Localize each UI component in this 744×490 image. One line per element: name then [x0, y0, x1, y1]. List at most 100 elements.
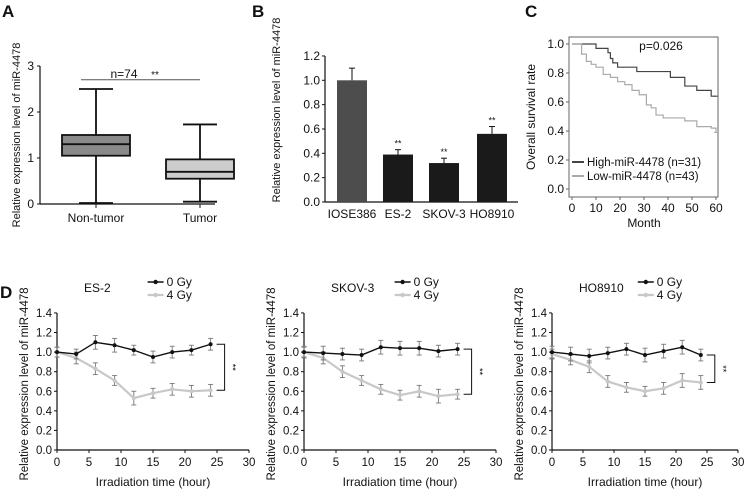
panel-label-b: B	[252, 2, 264, 21]
x-tick-label: 10	[115, 457, 128, 469]
legend-marker	[400, 292, 405, 298]
y-tick-label: 1.2	[303, 49, 320, 63]
legend-label: 4 Gy	[657, 288, 682, 302]
significance-stars: **	[488, 116, 496, 126]
x-tick-label: 30	[637, 201, 651, 215]
x-tick-label: 0	[54, 457, 60, 469]
y-tick-label: 0.2	[547, 153, 564, 167]
data-point	[605, 351, 610, 356]
x-tick-label: 10	[362, 457, 375, 469]
y-tick-label: 0.6	[303, 122, 320, 136]
x-tick-label: 25	[701, 457, 714, 469]
y-tick-label: 0.2	[36, 425, 52, 437]
y-tick-label: 0.0	[283, 445, 299, 457]
legend-label: 4 Gy	[167, 288, 192, 302]
data-point	[170, 387, 175, 392]
y-tick-label: 0	[27, 197, 34, 211]
y-tick-label: 1.4	[283, 308, 300, 320]
x-axis-label: Month	[627, 216, 660, 230]
legend-label: 4 Gy	[414, 288, 439, 302]
data-point	[624, 385, 629, 390]
y-axis-label: Relative expression level of miR-4478	[19, 287, 31, 480]
bar	[429, 163, 459, 202]
y-tick-label: 0.2	[531, 425, 547, 437]
legend-marker	[643, 279, 648, 285]
y-tick-label: 0.6	[531, 386, 547, 398]
data-point	[208, 342, 213, 347]
data-point	[131, 396, 136, 401]
data-point	[340, 369, 345, 374]
y-tick-label: 0.6	[36, 386, 52, 398]
legend-label: Low-miR-4478 (n=43)	[587, 171, 699, 183]
x-tick-label: 50	[685, 201, 699, 215]
data-point	[189, 389, 194, 394]
y-axis-label: Relative expression level of miR-4478	[514, 287, 526, 480]
x-axis-label: Irradiation time (hour)	[343, 475, 458, 489]
y-tick-label: 0.6	[547, 95, 564, 109]
y-tick-label: 0.4	[283, 406, 300, 418]
box	[61, 134, 131, 157]
y-axis-label: Relative expression level of miR-4478	[11, 43, 23, 228]
x-tick-label: 20	[426, 457, 439, 469]
y-tick-label: 1.0	[283, 347, 299, 359]
data-point	[698, 353, 703, 358]
x-axis-label: Irradiation time (hour)	[588, 475, 703, 489]
y-tick-label: 0.4	[36, 406, 53, 418]
x-tick-label: 20	[179, 457, 192, 469]
x-axis-label: Irradiation time (hour)	[96, 475, 211, 489]
data-point	[680, 345, 685, 350]
data-point	[436, 394, 441, 399]
y-axis-label: Overall survival rate	[524, 64, 538, 170]
data-point	[189, 348, 194, 353]
y-tick-label: 1.0	[303, 73, 320, 87]
panel-label-d: D	[0, 283, 12, 302]
data-point	[661, 386, 666, 391]
x-tick-label: 15	[147, 457, 160, 469]
legend-label: High-miR-4478 (n=31)	[587, 157, 701, 169]
significance-bracket	[216, 343, 226, 391]
x-tick-label: 20	[613, 201, 627, 215]
data-point	[587, 364, 592, 369]
significance-bracket	[706, 354, 716, 383]
n-annotation: n=74	[110, 67, 137, 81]
y-tick-label: 0.8	[36, 367, 52, 379]
legend-marker	[400, 279, 405, 285]
x-tick-label: ES-2	[385, 207, 412, 221]
y-tick-label: 0.8	[283, 367, 299, 379]
data-point	[208, 388, 213, 393]
x-tick-label: 5	[86, 457, 92, 469]
data-point	[302, 350, 306, 355]
significance-stars: **	[151, 70, 159, 81]
y-tick-label: 0.4	[303, 146, 320, 160]
p-value: p=0.026	[639, 39, 683, 53]
y-tick-label: 1	[27, 151, 34, 165]
y-tick-label: 2	[27, 105, 34, 119]
data-point	[321, 351, 326, 356]
data-point	[398, 393, 402, 398]
data-point	[550, 350, 554, 355]
data-point	[170, 350, 175, 355]
survival-curve	[572, 43, 717, 133]
significance-stars: **	[228, 364, 238, 372]
x-tick-label: 0	[569, 201, 576, 215]
significance-stars: **	[440, 147, 448, 157]
x-tick-label: SKOV-3	[422, 207, 466, 221]
data-point	[587, 354, 592, 359]
x-tick-label: 10	[589, 201, 603, 215]
x-tick-label: 5	[580, 457, 586, 469]
data-point	[55, 350, 59, 355]
data-point	[340, 352, 345, 357]
x-tick-label: 60	[709, 201, 723, 215]
data-point	[661, 349, 666, 354]
data-point	[112, 343, 117, 348]
bar	[477, 133, 507, 202]
y-tick-label: 0.8	[547, 66, 564, 80]
x-tick-label: 15	[394, 457, 407, 469]
y-axis-label: Relative expression level of miR-4478	[271, 18, 283, 203]
data-point	[643, 389, 647, 394]
bar	[337, 80, 367, 202]
legend-label: 0 Gy	[657, 275, 682, 289]
data-point	[698, 380, 703, 385]
legend-marker	[643, 292, 648, 298]
data-point	[151, 354, 155, 359]
